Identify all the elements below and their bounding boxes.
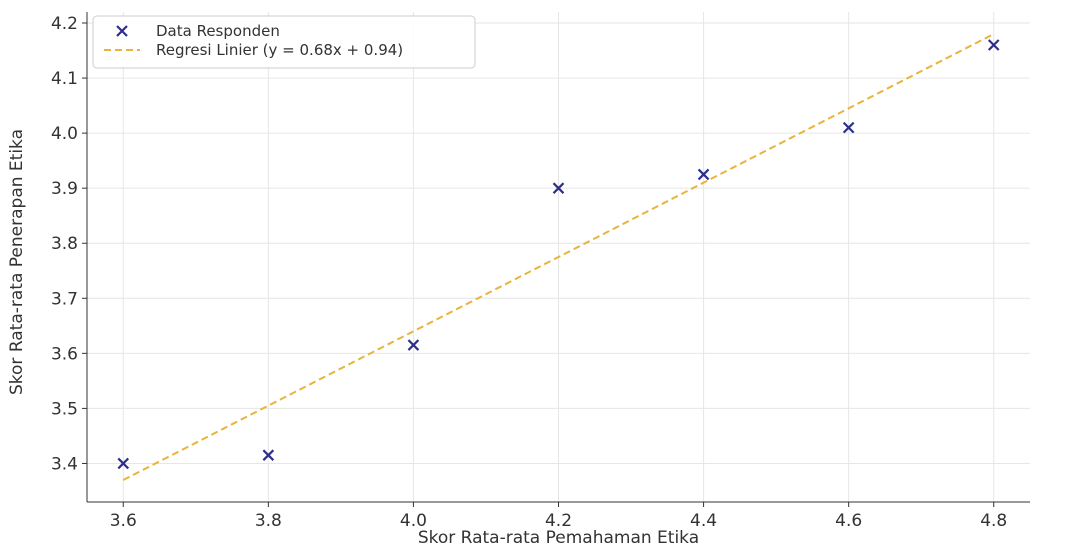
legend-label-scatter: Data Responden <box>156 22 280 40</box>
y-tick-label: 3.7 <box>51 289 78 309</box>
legend: Data Responden Regresi Linier (y = 0.68x… <box>92 15 476 69</box>
x-tick-label: 4.8 <box>980 511 1007 531</box>
data-point <box>262 449 275 461</box>
legend-box <box>92 15 476 69</box>
x-axis-label: Skor Rata-rata Pemahaman Etika <box>418 528 699 548</box>
legend-label-regression: Regresi Linier (y = 0.68x + 0.94) <box>156 41 403 59</box>
data-point-stroke <box>987 39 1000 51</box>
data-point-stroke <box>262 449 275 461</box>
data-point-stroke <box>842 121 855 134</box>
x-tick-label: 4.0 <box>400 511 427 531</box>
legend-marker-scatter <box>116 25 128 37</box>
y-tick-label: 3.5 <box>51 399 78 419</box>
x-tick-label: 3.8 <box>255 511 282 531</box>
x-tick-label: 3.6 <box>110 511 137 531</box>
y-axis-label: Skor Rata-rata Penerapan Etika <box>7 129 27 395</box>
regression-line-layer <box>122 33 995 481</box>
y-tick-label: 3.8 <box>51 234 78 254</box>
data-point-stroke <box>552 182 565 194</box>
x-tick-label: 4.4 <box>690 511 717 531</box>
regression-line <box>122 33 995 481</box>
y-tick-label: 4.0 <box>51 124 78 144</box>
data-point-stroke <box>117 457 130 470</box>
legend-marker-stroke <box>116 25 128 37</box>
data-point-stroke <box>697 168 710 181</box>
data-points-layer <box>117 39 1000 470</box>
x-tick-label: 4.6 <box>835 511 862 531</box>
x-tick-label: 4.2 <box>545 511 572 531</box>
y-tick-label: 3.6 <box>51 344 78 364</box>
axes <box>82 12 1030 507</box>
data-point <box>987 39 1000 51</box>
data-point <box>552 182 565 194</box>
y-tick-label: 3.4 <box>51 454 78 474</box>
data-point <box>697 168 710 181</box>
data-point <box>842 121 855 134</box>
data-point-stroke <box>407 339 420 351</box>
y-tick-label: 4.2 <box>51 14 78 34</box>
y-tick-label: 4.1 <box>51 69 78 89</box>
tick-labels: 3.6 3.8 4.0 4.2 4.4 4.6 4.8 3.4 3.5 3.6 3.7 3.8 3.9 4… <box>51 14 1007 531</box>
data-point <box>117 457 130 470</box>
y-tick-label: 3.9 <box>51 179 78 199</box>
data-point <box>407 339 420 351</box>
